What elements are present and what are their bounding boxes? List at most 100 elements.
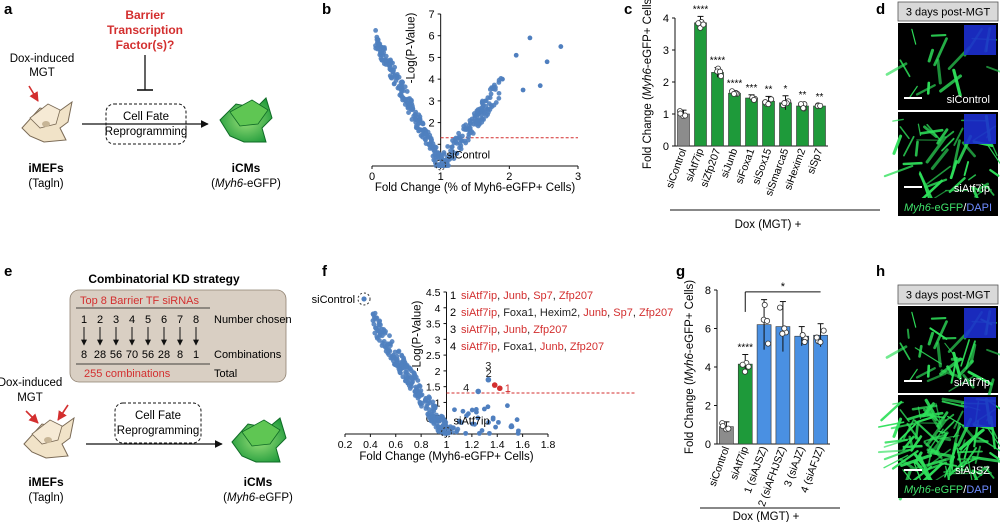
y-tick-label-f: 2 xyxy=(435,366,441,378)
y-axis-title-b: -Log(P-Value) xyxy=(406,12,418,83)
combination-count: 28 xyxy=(158,349,170,361)
egfp-cell xyxy=(911,404,938,411)
dox-label-line2: MGT xyxy=(29,67,55,79)
barrier-line2: Transcription xyxy=(107,23,183,37)
cell-fate-e-line1: Cell Fate xyxy=(135,410,181,422)
dox-e-line1: Dox-induced xyxy=(0,377,62,389)
imef-cells-icon-e xyxy=(23,416,75,459)
combination-count: 70 xyxy=(126,349,138,361)
egfp-cell xyxy=(927,448,933,466)
x-tick-label-f: 0.4 xyxy=(363,439,378,451)
data-point-f xyxy=(377,333,383,339)
replicate-dot-c xyxy=(800,105,807,112)
data-point-f xyxy=(516,428,521,434)
data-point-b xyxy=(413,117,418,122)
egfp-cell xyxy=(885,345,908,359)
cell-fate-line2: Reprogramming xyxy=(105,126,187,138)
point-label-f: 4 xyxy=(463,382,469,394)
data-point-f xyxy=(374,315,380,321)
data-point-f xyxy=(464,413,469,419)
y-tick-label-f: 1.5 xyxy=(426,382,441,394)
egfp-cell xyxy=(930,33,947,37)
egfp-cell xyxy=(989,168,1000,177)
replicate-dot-g xyxy=(801,338,808,345)
data-point-b xyxy=(413,109,419,115)
x-axis-title-b: Fold Change (% of Myh6-eGFP+ Cells) xyxy=(375,182,576,194)
egfp-cell xyxy=(926,81,931,95)
egfp-cell xyxy=(929,435,960,441)
replicate-dot-g xyxy=(739,361,746,368)
replicate-dot-c xyxy=(750,96,757,103)
dox-label-c: Dox (MGT) + xyxy=(735,219,802,231)
egfp-cell xyxy=(911,311,917,328)
y-tick-label-b: 7 xyxy=(429,9,435,21)
data-point-b xyxy=(520,87,526,93)
egfp-cell xyxy=(987,145,1000,165)
y-axis-title-g: Fold Change (Myh6-eGFP+ Cells) xyxy=(684,280,696,454)
data-point-f xyxy=(403,364,409,370)
y-tick-label-b: 4 xyxy=(429,74,435,86)
data-point-f xyxy=(401,357,407,363)
data-point-b xyxy=(475,118,480,123)
egfp-cell xyxy=(914,347,942,365)
data-point-f xyxy=(417,400,423,406)
barrier-line1: Barrier xyxy=(125,8,165,22)
icms-label-e: iCMs xyxy=(244,475,273,489)
data-point-f xyxy=(425,401,431,407)
micro-label-d2: siAtf7ip xyxy=(954,183,990,195)
dox-label-g: Dox (MGT) + xyxy=(733,511,800,522)
x-axis-title-f: Fold Change (Myh6-eGFP+ Cells) xyxy=(359,451,533,463)
labeled-point-f xyxy=(475,388,482,395)
egfp-cell xyxy=(902,161,923,166)
data-point-b xyxy=(544,59,550,65)
number-chosen-value: 3 xyxy=(113,314,119,326)
egfp-cell xyxy=(916,416,934,423)
egfp-cell xyxy=(926,372,947,383)
data-point-b xyxy=(420,128,425,133)
y-tick-label-b: 2 xyxy=(429,118,435,130)
number-chosen-value: 6 xyxy=(161,314,167,326)
labeled-point-f xyxy=(485,376,492,383)
micro-label-h2: siAJSZ xyxy=(955,465,990,477)
y-tick-label-f: 4.5 xyxy=(426,287,441,299)
number-chosen-value: 7 xyxy=(177,314,183,326)
data-point-f xyxy=(407,366,413,372)
data-point-f xyxy=(479,428,485,433)
number-chosen-value: 5 xyxy=(145,314,151,326)
data-point-b xyxy=(457,145,462,151)
data-point-b xyxy=(405,100,411,106)
egfp-cell xyxy=(944,456,956,478)
replicate-dot-g xyxy=(725,425,732,432)
data-point-b xyxy=(418,133,424,138)
sicontrol-label-b: siControl xyxy=(447,149,490,161)
dox-arrow xyxy=(28,85,39,102)
data-point-f xyxy=(452,407,457,413)
top8-label: Top 8 Barrier TF siRNAs xyxy=(80,295,199,307)
icms-reporter-e: (Myh6-eGFP) xyxy=(223,492,293,504)
data-point-f xyxy=(383,329,388,334)
y-tick-label-g: 0 xyxy=(705,439,711,451)
data-point-f xyxy=(408,384,414,389)
data-point-f xyxy=(490,416,496,422)
data-point-f xyxy=(412,388,418,394)
legend-row-f: siAtf7ip, Junb, Zfp207 xyxy=(461,324,567,336)
sicontrol-marker-b xyxy=(435,159,447,171)
y-tick-label-f: 3.5 xyxy=(426,319,441,331)
egfp-cell xyxy=(948,460,966,477)
data-point-b xyxy=(409,97,414,103)
bar-c xyxy=(762,100,775,147)
significance-c: **** xyxy=(710,56,726,67)
sicontrol-marker-f xyxy=(357,292,371,306)
egfp-cell xyxy=(958,428,985,451)
replicate-dot-c xyxy=(817,102,824,109)
replicate-dot-c xyxy=(768,96,775,103)
dox-arrow-e2 xyxy=(57,404,69,421)
data-point-b xyxy=(460,133,465,139)
bar-c xyxy=(728,92,741,147)
egfp-cell xyxy=(933,37,948,67)
labeled-point-f xyxy=(496,385,503,392)
egfp-cell xyxy=(926,364,931,378)
data-point-b xyxy=(463,122,469,128)
data-point-b xyxy=(469,129,475,135)
